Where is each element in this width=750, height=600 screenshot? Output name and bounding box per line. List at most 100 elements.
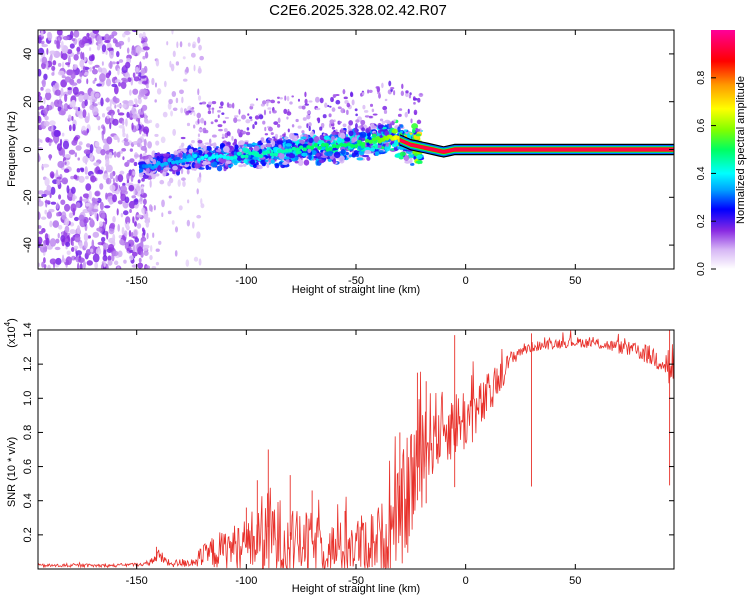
spectrogram-noise-blob [56,179,60,185]
spectrogram-noise-blob [71,187,76,194]
spectrogram-noise-blob [102,44,106,52]
spectrogram-noise-blob [161,137,166,144]
spectrogram-blob [401,91,404,96]
spectrogram-blob [278,118,281,124]
spectrogram-noise-blob [84,240,88,248]
spectrogram-x-tick-label: 50 [569,275,581,287]
spectrogram-noise-blob [50,258,57,264]
spectrogram-blob [226,161,232,165]
snr-x-axis-label: Height of straight line (km) [292,583,420,595]
spectrogram-noise-blob [127,47,130,53]
spectrogram-noise-blob [100,98,103,107]
spectrogram-noise-blob [134,162,138,166]
spectrogram-blob [243,159,247,163]
spectrogram-noise-blob [71,116,73,121]
spectrogram-ridge-blob [175,160,179,164]
spectrogram-blob [304,159,309,165]
spectrogram-blob [172,166,178,171]
spectrogram-blob [413,102,416,105]
spectrogram-blob [289,133,295,139]
spectrogram-noise-blob [108,244,114,251]
spectrogram-blob [267,107,271,110]
spectrogram-noise-blob [69,125,72,132]
spectrogram-blob [320,98,324,104]
spectrogram-noise-blob [105,98,110,103]
spectrogram-blob [289,101,292,104]
snr-peaks [156,330,669,561]
spectrogram-noise-blob [126,133,128,139]
spectrogram-blob [270,100,275,104]
spectrogram-noise-blob [92,69,98,75]
spectrogram-blob [382,106,387,110]
spectrogram-blob [348,125,351,130]
spectrogram-noise-blob [186,259,190,266]
spectrogram-blob [349,130,354,136]
spectrogram-blob [268,138,272,140]
spectrogram-blob [416,161,422,164]
spectrogram-noise-blob [113,178,115,184]
spectrogram-ridge-blob [357,140,361,144]
spectrogram-noise-blob [176,61,179,65]
spectrogram-noise-blob [119,125,125,129]
spectrogram-blob [238,140,244,145]
spectrogram-noise-blob [173,107,178,111]
spectrogram-blob [339,121,342,123]
spectrogram-blob [181,162,185,165]
spectrogram-noise-blob [51,66,55,71]
spectrogram-noise-blob [192,44,195,48]
spectrogram-ridge-blob [193,154,197,158]
spectrogram-blob [417,120,421,124]
spectrogram-blob [416,155,422,159]
spectrogram-noise-blob [155,123,159,128]
spectrogram-blob [413,96,416,101]
spectrogram-noise-blob [43,97,45,104]
spectrogram-blob [378,93,381,99]
spectrogram-noise-blob [63,104,66,109]
spectrogram-blob [369,90,373,93]
spectrogram-noise-blob [109,50,114,59]
spectrogram-blob [395,154,401,158]
spectrogram-blob [370,104,373,107]
spectrogram-noise-blob [58,194,61,199]
spectrogram-blob [265,133,268,135]
spectrogram-noise-blob [88,96,91,100]
spectrogram-noise-blob [176,98,178,103]
spectrogram-blob [417,98,420,103]
spectrogram-noise-blob [116,104,122,107]
spectrogram-noise-blob [89,47,91,51]
spectrogram-noise-blob [197,177,201,183]
spectrogram-noise-blob [72,100,76,107]
spectrogram-blob [246,132,250,135]
spectrogram-blob [352,99,355,105]
spectrogram-blob [264,110,266,116]
spectrogram-noise-blob [123,80,128,83]
spectrogram-blob [358,126,361,129]
spectrogram-blob [208,107,210,111]
spectrogram-blob [340,108,345,113]
spectrogram-blob [241,115,246,120]
spectrogram-blob [204,142,209,144]
spectrogram-noise-blob [64,204,70,212]
spectrogram-blob [355,123,358,129]
spectrogram-blob [381,83,384,89]
spectrogram-noise-blob [143,46,150,50]
spectrogram-noise-blob [199,56,204,60]
spectrogram-noise-blob [109,185,115,192]
spectrogram-noise-blob [198,95,201,101]
spectrogram-blob [334,152,341,159]
spectrogram-noise-blob [124,230,127,237]
spectrogram-blob [218,129,223,131]
spectrogram-blob [343,89,346,94]
spectrogram-noise-blob [43,108,48,115]
spectrogram-blob [224,128,228,132]
spectrogram-noise-blob [122,227,125,235]
spectrogram-noise-blob [94,78,96,82]
spectrogram-blob [405,112,408,118]
spectrogram-noise-blob [61,41,64,50]
spectrogram-noise-blob [53,60,57,65]
spectrogram-noise-blob [129,185,135,192]
spectrogram-ridge-blob [167,158,171,162]
spectrogram-noise-blob [106,136,112,144]
spectrogram-noise-blob [94,191,99,196]
spectrogram-blob [405,90,408,93]
